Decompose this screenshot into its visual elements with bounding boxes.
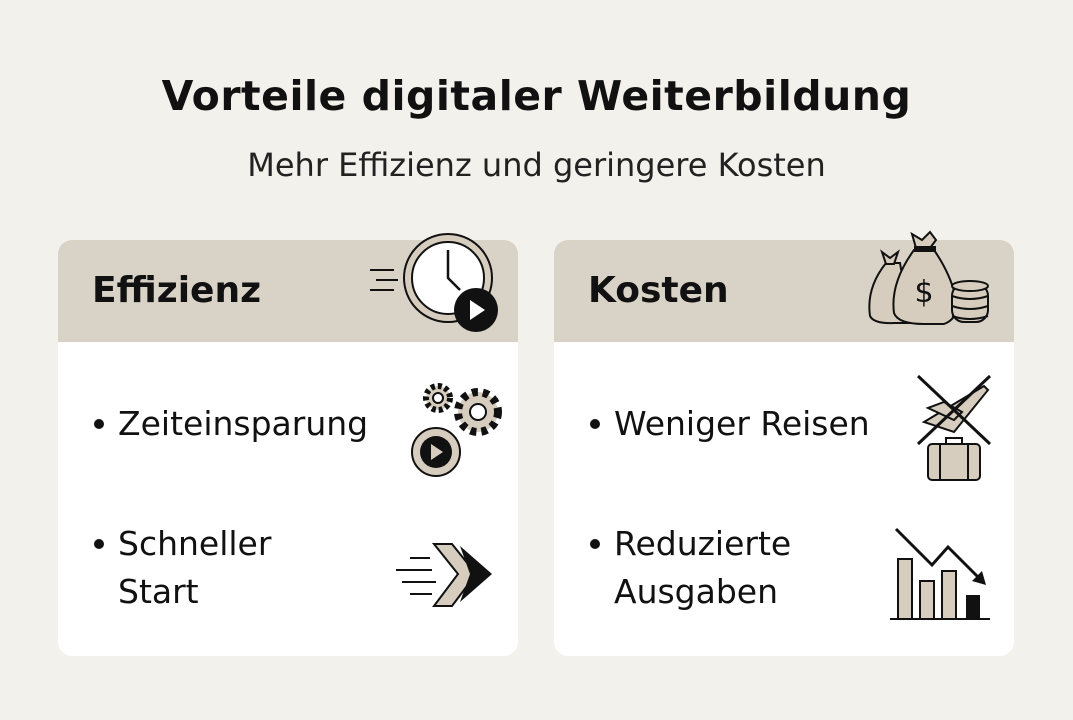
- card-title: Effizienz: [92, 270, 262, 311]
- bullet: [94, 419, 104, 429]
- money-bags-coins-icon: $: [868, 230, 989, 325]
- list-item: Zeiteinsparung: [92, 400, 368, 448]
- bullet: [94, 539, 104, 549]
- svg-text:$: $: [914, 275, 933, 310]
- crossed-plane-suitcase-icon: [916, 374, 992, 481]
- page-title: Vorteile digitaler Weiterbildung: [161, 72, 912, 120]
- gears-play-icon: [411, 383, 502, 477]
- bullet: [590, 419, 600, 429]
- item-label: Zeiteinsparung: [118, 404, 369, 443]
- card-title: Kosten: [588, 270, 729, 311]
- item-label: Reduzierte Ausgaben: [614, 524, 792, 611]
- list-item: Reduzierte Ausgaben: [588, 520, 828, 616]
- item-label: Weniger Reisen: [614, 404, 870, 443]
- declining-bar-chart-icon: [890, 527, 990, 620]
- fast-forward-arrows-icon: [396, 543, 492, 607]
- page-subtitle: Mehr Effizienz und geringere Kosten: [247, 146, 826, 184]
- list-item: Weniger Reisen: [588, 400, 870, 448]
- bullet: [590, 539, 600, 549]
- list-item: Schneller Start: [92, 520, 312, 616]
- item-label: Schneller Start: [118, 524, 272, 611]
- clock-play-icon: [370, 233, 498, 332]
